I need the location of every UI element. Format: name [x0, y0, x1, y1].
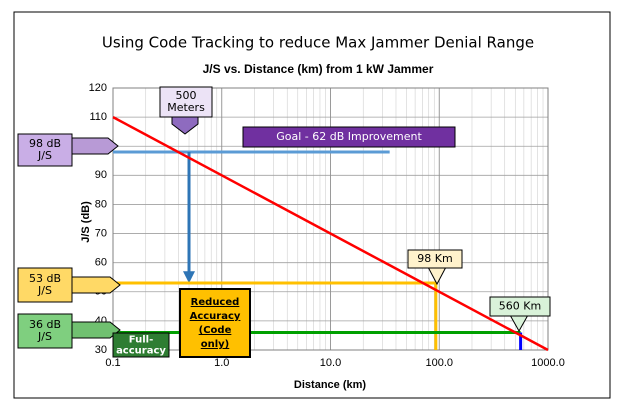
y-tick-label: 90 — [95, 169, 107, 181]
callout-box — [489, 296, 551, 317]
callout-box — [17, 267, 73, 303]
y-tick-label: 120 — [89, 82, 107, 94]
callout: Reduced Accuracy (Code only) — [179, 288, 251, 358]
callout-text: Meters — [167, 101, 205, 114]
x-axis-label: Distance (km) — [294, 379, 366, 391]
plot: 304050607080901001101200.11.010.0100.010… — [89, 82, 565, 369]
x-tick-label: 10.0 — [320, 357, 341, 369]
chart-subtitle: J/S vs. Distance (km) from 1 kW Jammer — [203, 62, 434, 76]
callout-box — [242, 126, 456, 148]
callout-text: (Code — [199, 325, 232, 336]
callout: Goal - 62 dB Improvement — [242, 126, 456, 148]
y-tick-label: 30 — [95, 344, 107, 356]
callout-text: Reduced — [191, 297, 240, 308]
callout-pointer — [71, 276, 121, 294]
callout-text: Full- — [129, 335, 153, 346]
y-tick-label: 80 — [95, 198, 107, 210]
callout: 36 dBJ/S — [17, 313, 73, 349]
callout-box — [407, 249, 463, 269]
data-line — [112, 116, 549, 352]
callout: Full-accuracy — [112, 332, 170, 358]
callout-text: 53 dB — [29, 272, 61, 285]
callout-pointer — [71, 137, 119, 155]
callout-text: J/S — [37, 149, 52, 162]
y-tick-label: 60 — [95, 257, 107, 269]
callout-text: 560 Km — [499, 300, 541, 313]
callout: 98 Km — [407, 249, 463, 269]
callout-text: Accuracy — [190, 311, 241, 322]
callout-box — [179, 288, 251, 358]
callout-box — [17, 313, 73, 349]
callout-box — [159, 86, 213, 118]
callout: 98 dBJ/S — [17, 133, 73, 167]
x-tick-label: 100.0 — [425, 357, 453, 369]
chart-title: Using Code Tracking to reduce Max Jammer… — [102, 34, 534, 52]
callout-text: accuracy — [116, 346, 166, 357]
callout-text: 500 — [176, 89, 197, 102]
x-tick-label: 0.1 — [105, 357, 120, 369]
callout-text: Goal - 62 dB Improvement — [276, 130, 422, 143]
callout-text: J/S — [37, 330, 52, 343]
callout-text: J/S — [37, 284, 52, 297]
callout-text: 36 dB — [29, 318, 61, 331]
callout-text: 98 Km — [417, 252, 452, 265]
plot-border — [112, 87, 549, 351]
callout-text: only) — [201, 339, 230, 350]
x-tick-label: 1000.0 — [531, 357, 565, 369]
x-tick-label: 1.0 — [214, 357, 229, 369]
callout: 53 dBJ/S — [17, 267, 73, 303]
callout: 560 Km — [489, 296, 551, 317]
callout-text: 98 dB — [29, 137, 61, 150]
y-tick-label: 70 — [95, 227, 107, 239]
y-axis-label: J/S (dB) — [80, 201, 92, 243]
callout-box — [17, 133, 73, 167]
y-tick-label: 110 — [89, 111, 107, 123]
callout-box — [112, 332, 170, 358]
